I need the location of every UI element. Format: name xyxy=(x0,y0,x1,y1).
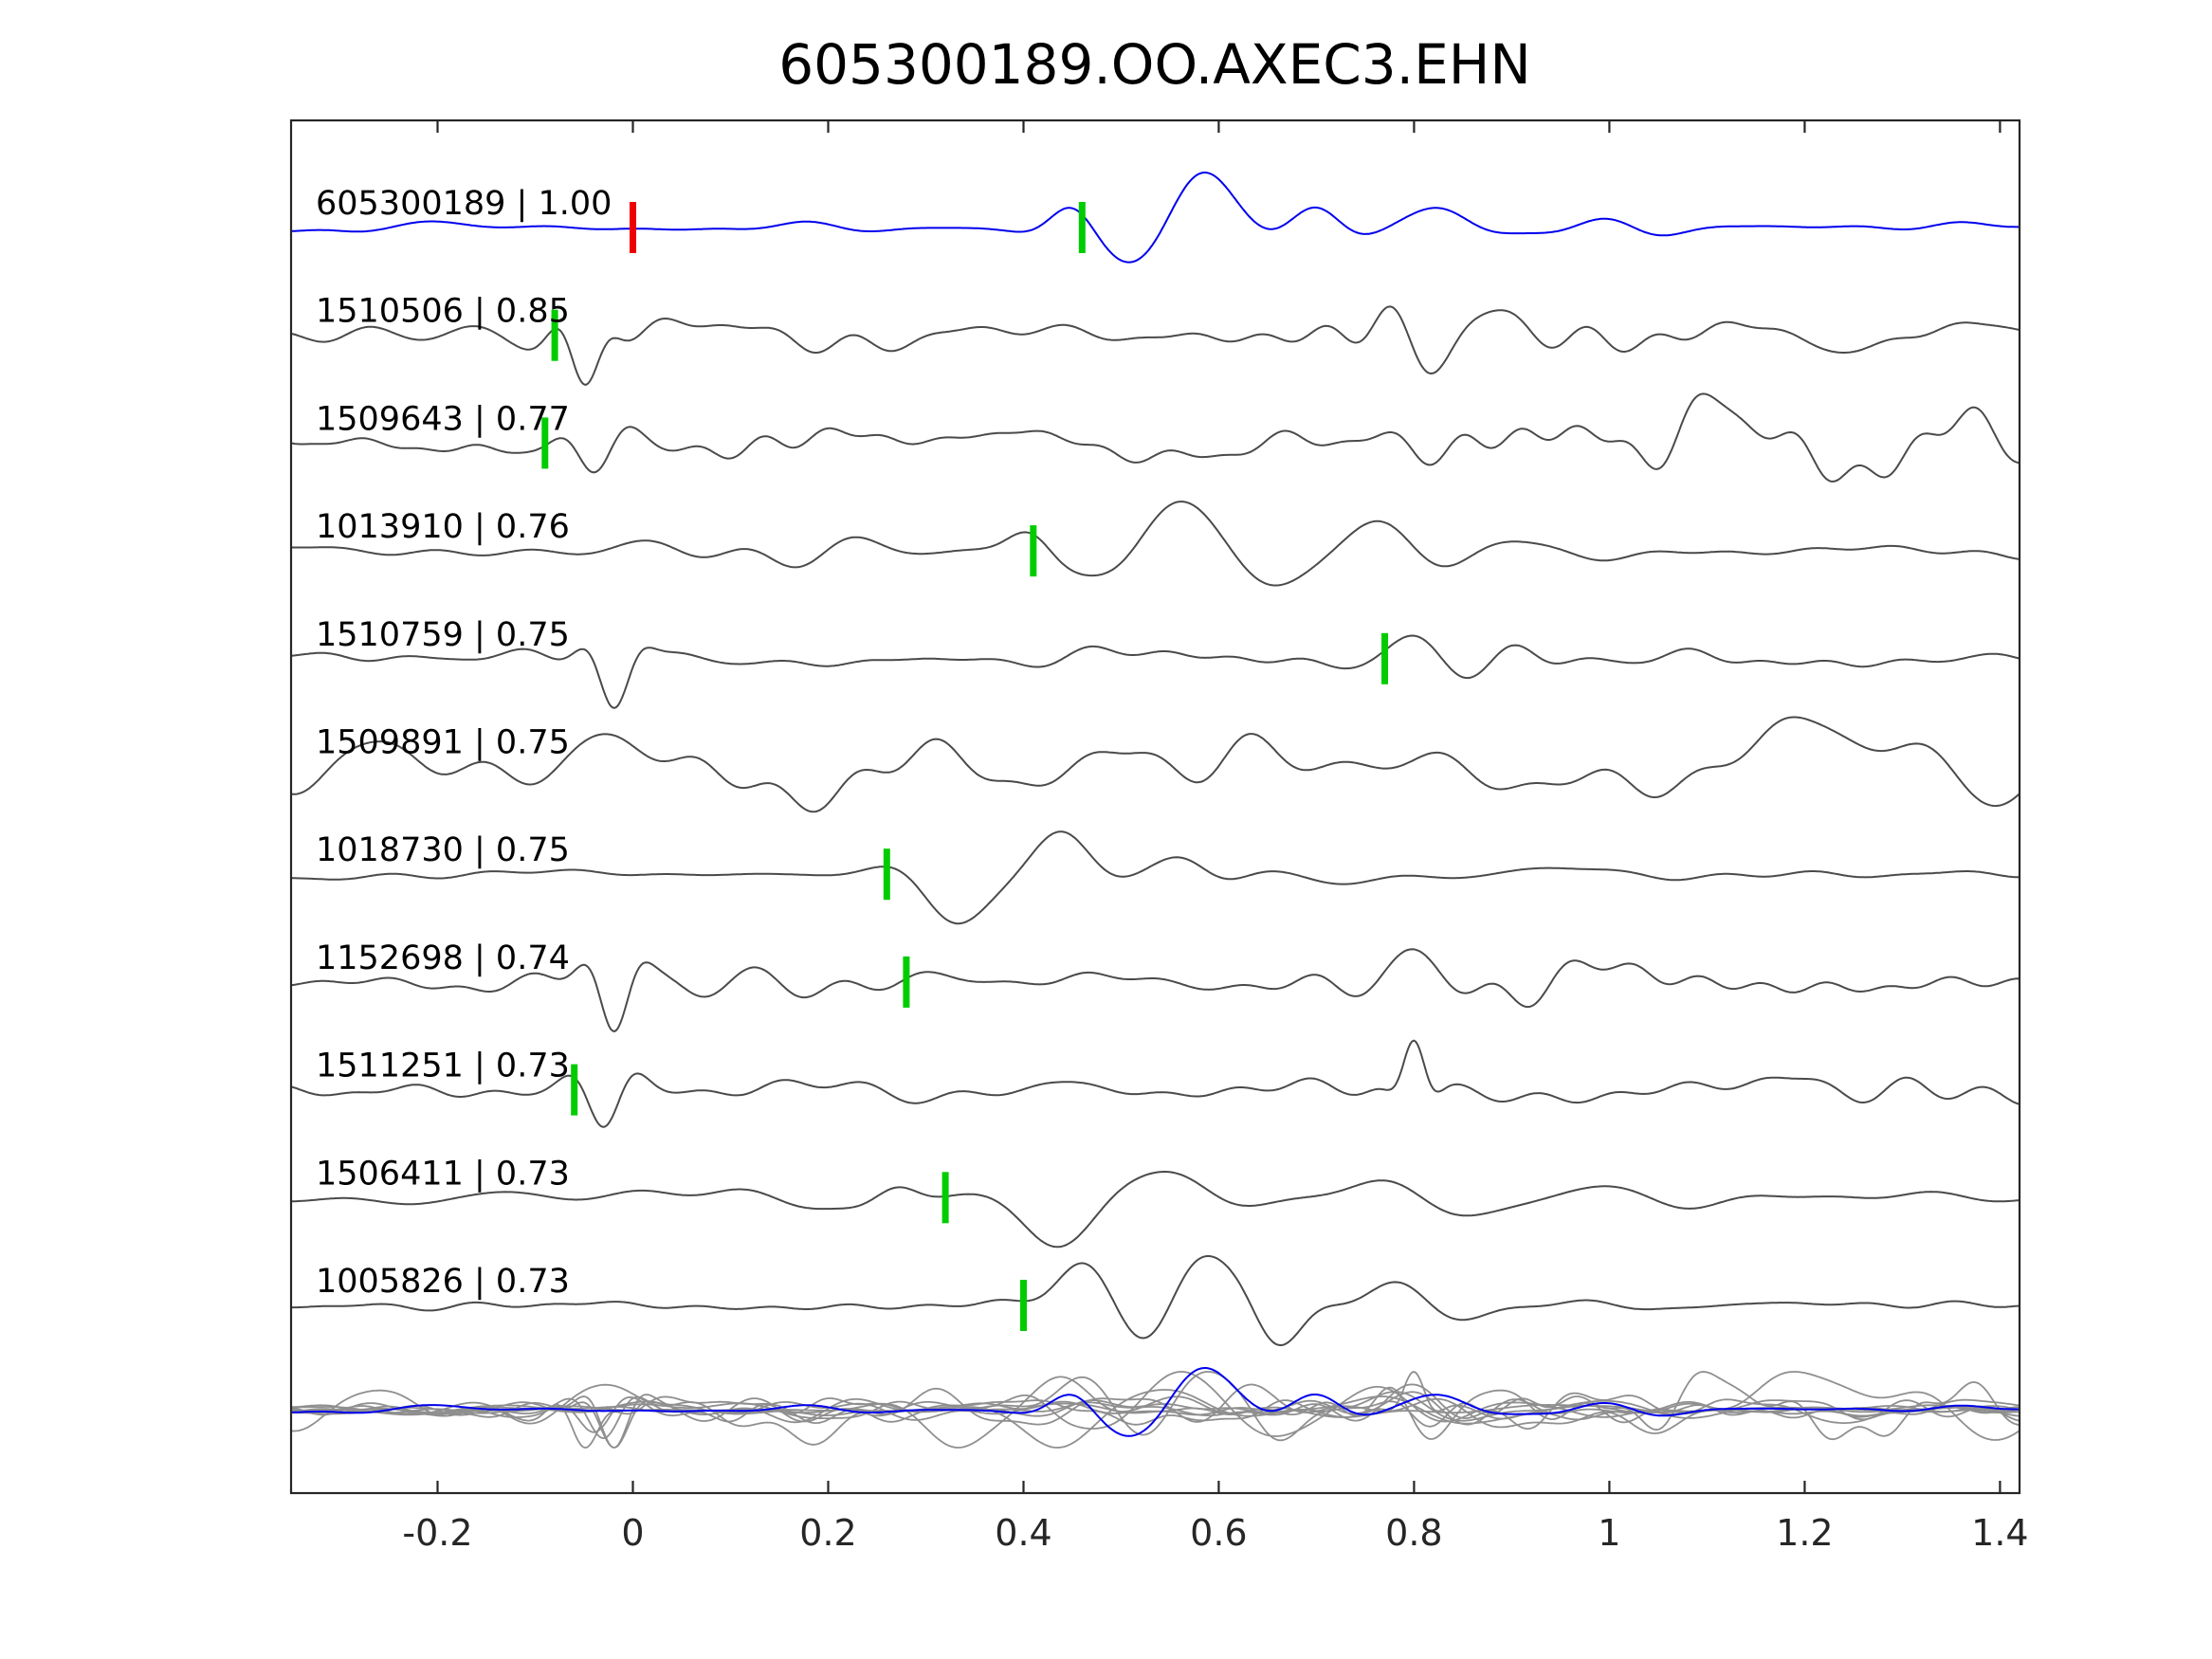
overlay-trace-1510506 xyxy=(290,1386,2020,1449)
overlay-trace-1510759 xyxy=(290,1391,2020,1449)
trace-label-1018730: 1018730 | 0.75 xyxy=(316,831,570,869)
pick-marker-1506411 xyxy=(941,1172,949,1224)
x-tick-label: 0.2 xyxy=(799,1512,856,1554)
overlay-trace-1152698 xyxy=(290,1383,2020,1449)
waveform-trace-1511251 xyxy=(290,1039,2020,1128)
pick-marker-1018730 xyxy=(883,848,890,901)
waveform-trace-1005826 xyxy=(291,1255,2020,1347)
pick-marker-1005826 xyxy=(1020,1280,1027,1331)
axes-frame xyxy=(289,118,2021,1495)
x-tick-label: 0.4 xyxy=(995,1512,1051,1554)
x-tick-label: -0.2 xyxy=(402,1512,472,1554)
trace-label-1510759: 1510759 | 0.75 xyxy=(316,616,570,654)
x-tick-label: 0.8 xyxy=(1385,1512,1442,1554)
trace-label-1005826: 1005826 | 0.73 xyxy=(316,1263,570,1301)
waveform-trace-1509891 xyxy=(290,716,2020,813)
x-axis-ticks: -0.2 0 0.2 0.4 0.6 0.8 1 1.2 1.4 xyxy=(402,120,2029,1554)
trace-label-1509891: 1509891 | 0.75 xyxy=(316,724,570,762)
pick-marker-605300189 xyxy=(1078,202,1086,253)
plot-content: 605300189 | 1.00 1510506 | 0.85 1509643 | … xyxy=(290,171,2020,1449)
x-tick-label: 1.4 xyxy=(1971,1512,2028,1554)
trace-label-1511251: 1511251 | 0.73 xyxy=(316,1048,570,1085)
waveform-trace-1509643 xyxy=(290,392,2020,483)
trace-label-1509643: 1509643 | 0.77 xyxy=(316,400,570,438)
trace-label-1152698: 1152698 | 0.74 xyxy=(316,939,570,977)
waveform-trace-1510759 xyxy=(290,634,2020,709)
pick-marker-1509643 xyxy=(541,417,549,469)
trace-label-1013910: 1013910 | 0.76 xyxy=(316,508,570,546)
x-tick-label: 1.2 xyxy=(1776,1512,1833,1554)
trace-label-605300189: 605300189 | 1.00 xyxy=(316,185,612,223)
pick-marker-1510506 xyxy=(551,309,558,361)
waveform-trace-1013910 xyxy=(290,501,2020,587)
pick-marker-1013910 xyxy=(1030,525,1037,577)
pick-marker-1510759 xyxy=(1381,632,1388,684)
waveform-trace-1506411 xyxy=(291,1171,2020,1249)
trace-label-1510506: 1510506 | 0.85 xyxy=(316,293,570,331)
waveform-trace-1018730 xyxy=(290,830,2020,925)
pick-marker-1511251 xyxy=(571,1064,578,1116)
trace-label-1506411: 1506411 | 0.73 xyxy=(316,1155,570,1193)
pick-marker-1152698 xyxy=(903,956,910,1008)
x-tick-label: 1 xyxy=(1598,1512,1620,1554)
waveform-trace-605300189 xyxy=(290,171,2020,264)
waveform-trace-1152698 xyxy=(290,948,2020,1032)
x-tick-label: 0 xyxy=(621,1512,644,1554)
x-tick-label: 0.6 xyxy=(1190,1512,1247,1554)
waveform-trace-1510506 xyxy=(290,305,2020,386)
overlay-template-trace-605300189 xyxy=(291,1366,2020,1437)
plot-title: 605300189.OO.AXEC3.EHN xyxy=(778,32,1530,97)
template-pick-marker-605300189 xyxy=(630,202,636,253)
overlay-trace-1506411 xyxy=(291,1389,2020,1449)
